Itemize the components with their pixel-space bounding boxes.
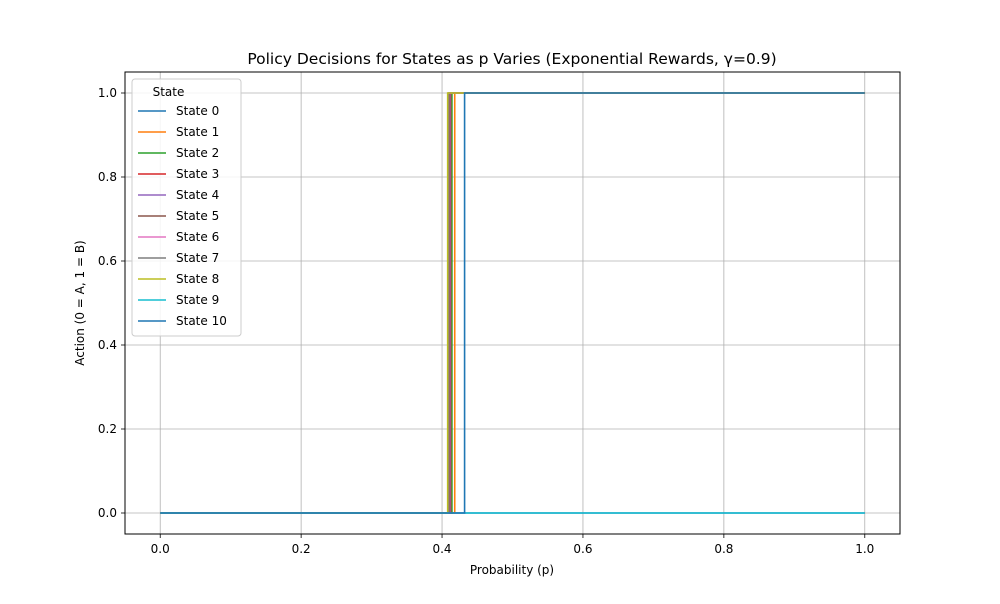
plot-frame (124, 71, 901, 535)
legend-entry: State 1 (176, 125, 219, 139)
y-tick-label: 0.4 (98, 338, 117, 352)
x-axis-label: Probability (p) (470, 563, 554, 577)
legend-entry: State 10 (176, 314, 227, 328)
x-tick-label: 0.6 (573, 542, 592, 556)
x-tick-label: 1.0 (855, 542, 874, 556)
y-tick-label: 0.8 (98, 170, 117, 184)
y-axis: 0.0 0.2 0.4 0.6 0.8 1.0 (98, 86, 125, 520)
legend-entry: State 7 (176, 251, 219, 265)
legend: State State 0 State 1 State 2 State 3 State 4… (131, 78, 242, 337)
y-tick-label: 0.2 (98, 422, 117, 436)
legend-entry: State 8 (176, 272, 219, 286)
legend-entry: State 3 (176, 167, 219, 181)
legend-entry: State 4 (176, 188, 219, 202)
x-tick-label: 0.0 (151, 542, 170, 556)
legend-entry: State 0 (176, 104, 219, 118)
y-tick-label: 0.6 (98, 254, 117, 268)
legend-title: State (153, 85, 185, 99)
x-axis: 0.0 0.2 0.4 0.6 0.8 1.0 (151, 534, 874, 556)
y-axis-label: Action (0 = A, 1 = B) (73, 240, 87, 365)
legend-box (131, 78, 242, 337)
x-tick-label: 0.8 (714, 542, 733, 556)
legend-entry: State 9 (176, 293, 219, 307)
y-tick-label: 1.0 (98, 86, 117, 100)
legend-entry: State 6 (176, 230, 219, 244)
series-line-state-10 (160, 92, 865, 514)
legend-entry: State 5 (176, 209, 219, 223)
series-group (160, 92, 865, 514)
x-tick-label: 0.2 (292, 542, 311, 556)
y-tick-label: 0.0 (98, 506, 117, 520)
legend-entry: State 2 (176, 146, 219, 160)
x-tick-label: 0.4 (432, 542, 451, 556)
chart-title: Policy Decisions for States as p Varies … (247, 50, 776, 68)
